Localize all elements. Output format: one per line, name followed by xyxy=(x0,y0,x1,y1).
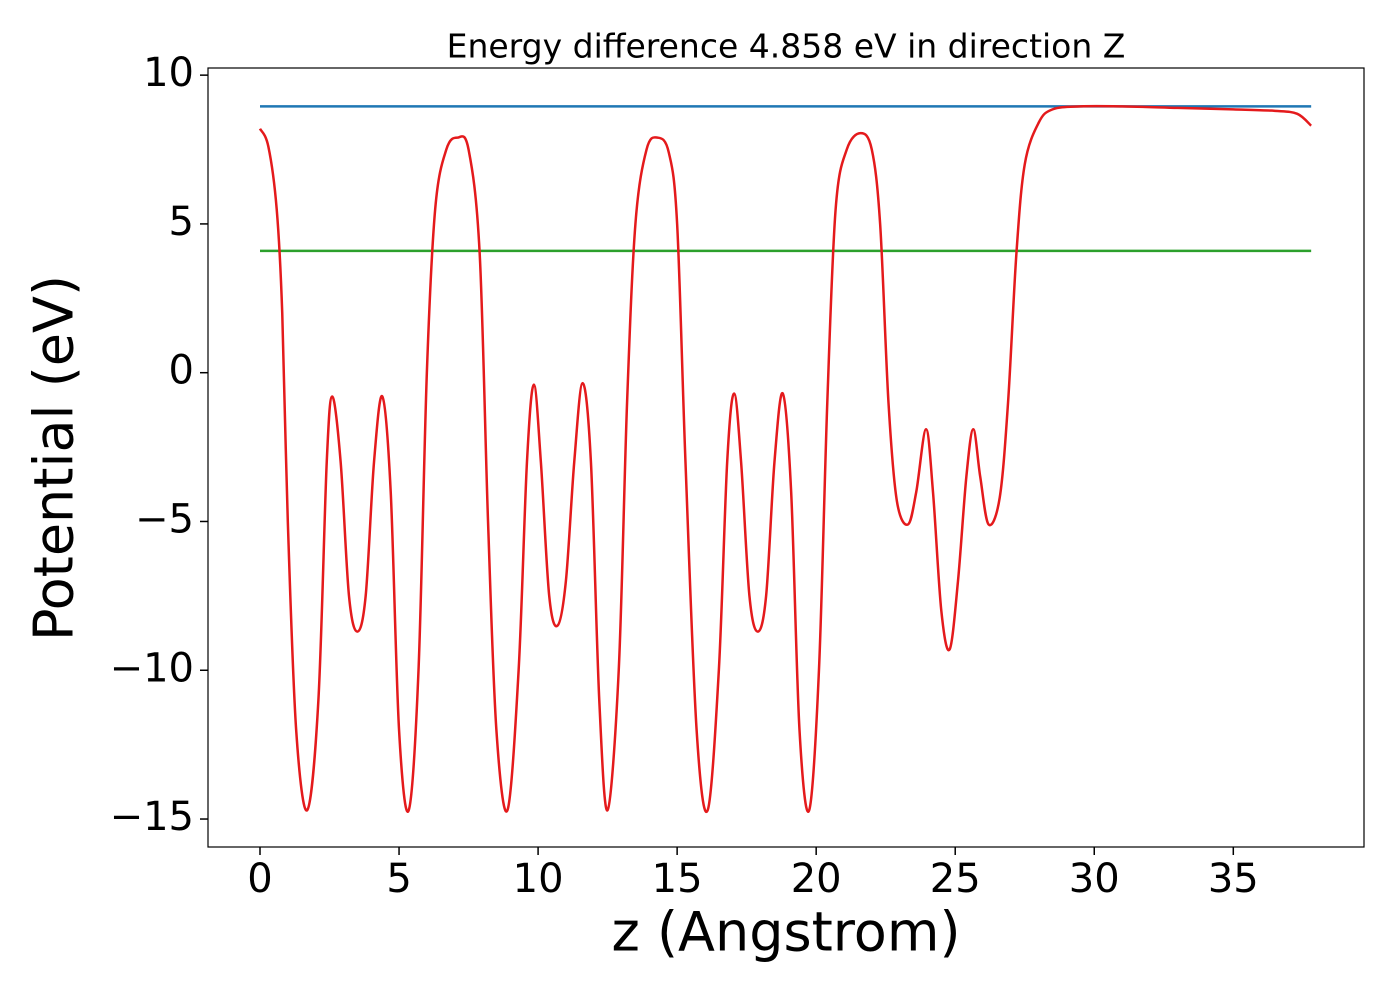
y-tick-label: −5 xyxy=(135,496,194,542)
y-tick-label: 10 xyxy=(143,50,194,96)
x-tick-label: 35 xyxy=(1208,856,1259,902)
x-tick-label: 0 xyxy=(247,856,272,902)
y-tick-label: −10 xyxy=(110,645,194,691)
x-tick-label: 10 xyxy=(513,856,564,902)
x-tick-label: 30 xyxy=(1069,856,1120,902)
x-tick-label: 20 xyxy=(791,856,842,902)
y-axis-label: Potential (eV) xyxy=(23,275,86,641)
plot-frame xyxy=(207,67,1365,848)
y-tick-label: −15 xyxy=(110,794,194,840)
x-tick-label: 15 xyxy=(652,856,703,902)
chart-title: Energy difference 4.858 eV in direction … xyxy=(447,27,1126,66)
line xyxy=(258,104,1313,814)
y-tick-label: 0 xyxy=(169,348,194,394)
y-tick-label: 5 xyxy=(169,199,194,245)
x-axis-label: z (Angstrom) xyxy=(611,901,960,964)
x-tick-label: 5 xyxy=(386,856,411,902)
x-tick-label: 25 xyxy=(930,856,981,902)
